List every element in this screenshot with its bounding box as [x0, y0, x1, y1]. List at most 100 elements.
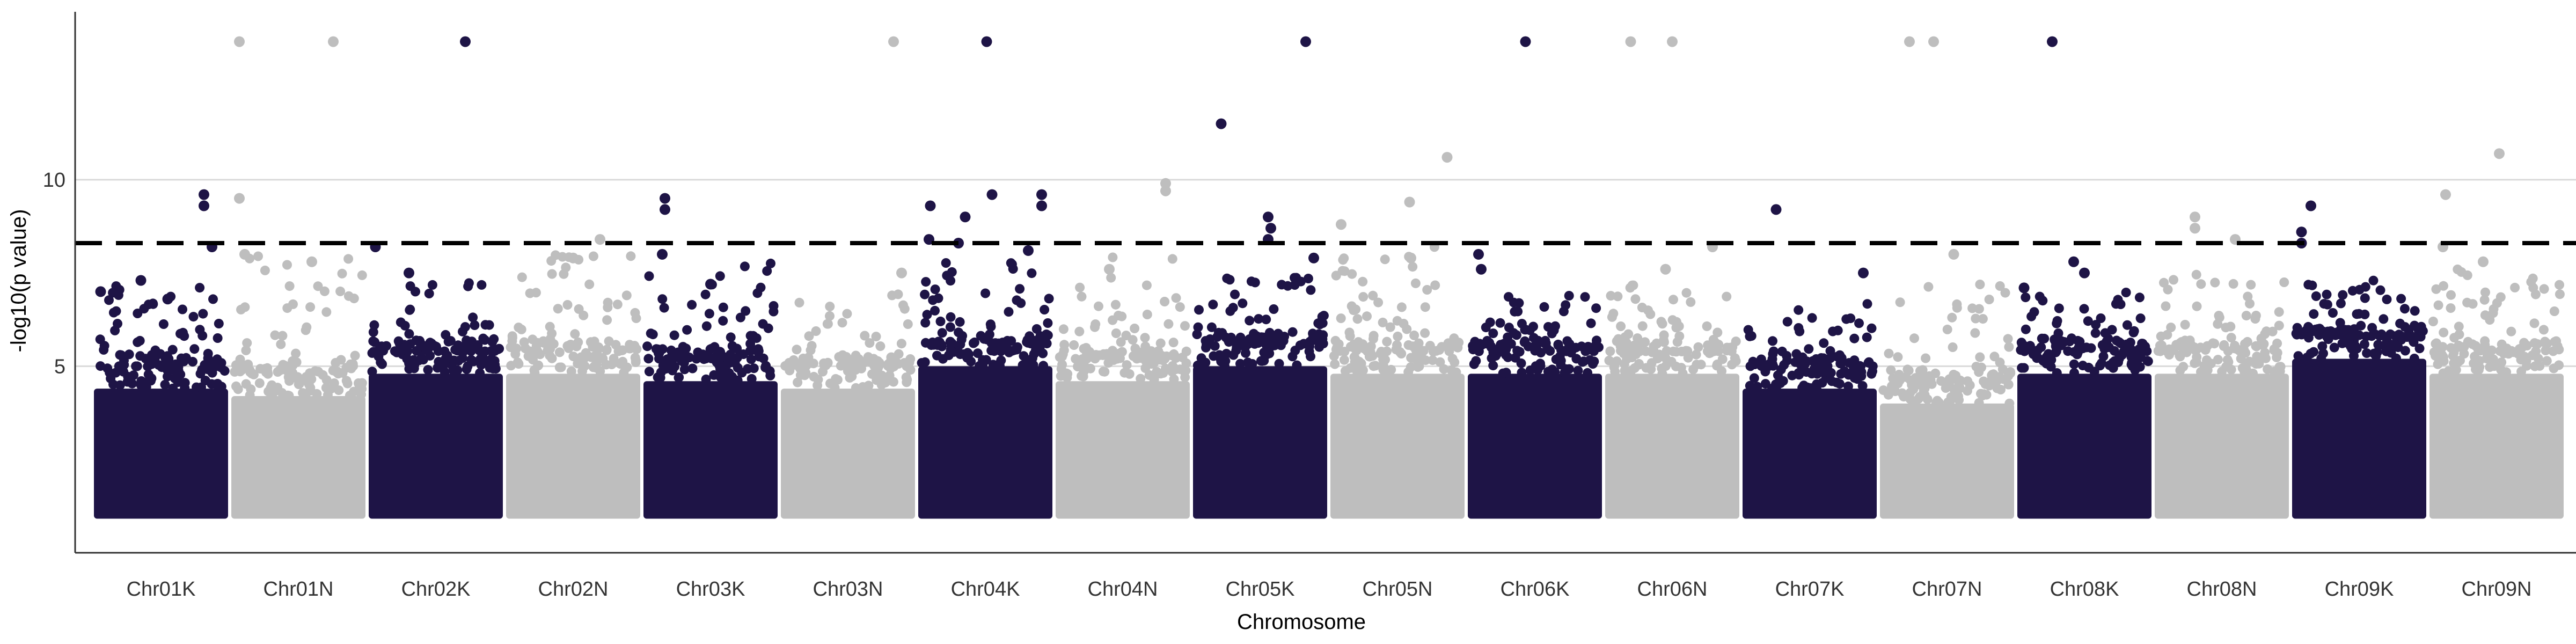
- data-point: [1225, 306, 1235, 316]
- data-point: [577, 366, 587, 376]
- data-point: [2382, 294, 2392, 304]
- data-point: [979, 334, 989, 344]
- data-point: [2335, 318, 2345, 328]
- top-data-point: [1948, 248, 1959, 260]
- data-point: [245, 367, 255, 377]
- data-point: [1947, 312, 1957, 323]
- data-point: [580, 353, 590, 363]
- data-point: [1818, 353, 1828, 363]
- chromosome-Chr04N: [1055, 178, 1191, 519]
- data-point: [1344, 327, 1355, 338]
- data-point: [254, 378, 265, 388]
- top-data-point: [1406, 252, 1416, 264]
- data-point: [1074, 326, 1085, 336]
- data-point: [411, 287, 420, 297]
- data-point: [1292, 360, 1302, 370]
- data-point: [260, 265, 270, 275]
- data-point: [727, 341, 737, 351]
- top-data-point: [705, 279, 716, 290]
- top-data-point: [1216, 118, 1227, 129]
- data-point: [1040, 305, 1050, 314]
- top-data-point: [1441, 152, 1453, 163]
- data-point: [733, 363, 743, 373]
- data-point: [463, 361, 473, 371]
- data-point: [1122, 360, 1132, 370]
- data-point: [1846, 313, 1856, 324]
- data-point: [981, 355, 991, 365]
- data-point: [837, 318, 847, 328]
- data-point: [245, 390, 255, 400]
- data-point: [813, 380, 823, 390]
- data-point: [2480, 310, 2490, 320]
- data-point: [1975, 280, 1985, 289]
- chromosome-Chr03K: [642, 193, 779, 519]
- data-point: [920, 318, 931, 328]
- data-point: [1175, 364, 1185, 375]
- data-point: [270, 330, 280, 340]
- data-point: [602, 345, 612, 355]
- data-point: [2409, 354, 2419, 363]
- data-point: [1201, 342, 1211, 353]
- data-point: [1305, 336, 1315, 347]
- data-point: [1641, 363, 1651, 373]
- data-point: [875, 341, 885, 352]
- data-point: [253, 251, 263, 261]
- data-point: [811, 326, 821, 336]
- data-point: [2075, 336, 2085, 347]
- y-axis-title: -log10(p value): [7, 209, 31, 353]
- top-data-point: [1104, 264, 1115, 275]
- data-point: [1681, 346, 1691, 356]
- data-point: [321, 375, 332, 385]
- data-point: [741, 306, 751, 316]
- data-point: [1392, 340, 1402, 350]
- data-point: [626, 251, 636, 261]
- data-point: [2396, 294, 2406, 304]
- data-point: [1110, 299, 1121, 310]
- data-point: [902, 361, 912, 371]
- data-point: [1674, 321, 1684, 331]
- data-point: [441, 330, 451, 340]
- data-point: [930, 305, 940, 316]
- data-point: [1659, 337, 1669, 347]
- data-point: [1924, 371, 1935, 381]
- data-point: [141, 354, 151, 364]
- data-point: [704, 309, 714, 319]
- data-point: [611, 340, 621, 350]
- data-point: [288, 299, 298, 309]
- chromosome-Chr05K: [1192, 36, 1329, 519]
- data-point: [795, 370, 806, 380]
- data-point: [423, 365, 433, 375]
- data-point: [1469, 359, 1479, 369]
- data-point: [922, 310, 932, 320]
- data-point: [1834, 379, 1845, 389]
- data-point: [618, 345, 628, 355]
- data-point: [1201, 336, 1211, 346]
- data-point: [568, 352, 579, 362]
- data-point: [2275, 362, 2286, 372]
- data-point: [954, 348, 964, 358]
- data-point: [108, 288, 118, 298]
- data-point: [2129, 326, 2139, 336]
- data-point: [701, 374, 711, 384]
- data-point: [1160, 354, 1170, 364]
- x-axis-title: Chromosome: [1237, 610, 1366, 634]
- data-point: [1503, 352, 1513, 362]
- top-data-point: [2068, 256, 2079, 267]
- data-point: [986, 321, 996, 332]
- data-point: [2252, 352, 2262, 362]
- data-point: [2221, 362, 2231, 372]
- data-point: [1833, 325, 1843, 335]
- data-point: [1208, 299, 1218, 310]
- data-point: [876, 379, 887, 390]
- data-point: [2161, 301, 2171, 311]
- data-point: [2162, 330, 2172, 340]
- data-point: [2438, 342, 2448, 352]
- data-point: [1893, 352, 1903, 362]
- data-point: [1551, 354, 1561, 364]
- data-point: [2482, 354, 2492, 364]
- top-data-point: [2190, 223, 2200, 234]
- data-point: [313, 367, 324, 377]
- top-data-point: [1473, 248, 1484, 260]
- data-point: [1657, 363, 1667, 374]
- data-point: [1529, 333, 1539, 343]
